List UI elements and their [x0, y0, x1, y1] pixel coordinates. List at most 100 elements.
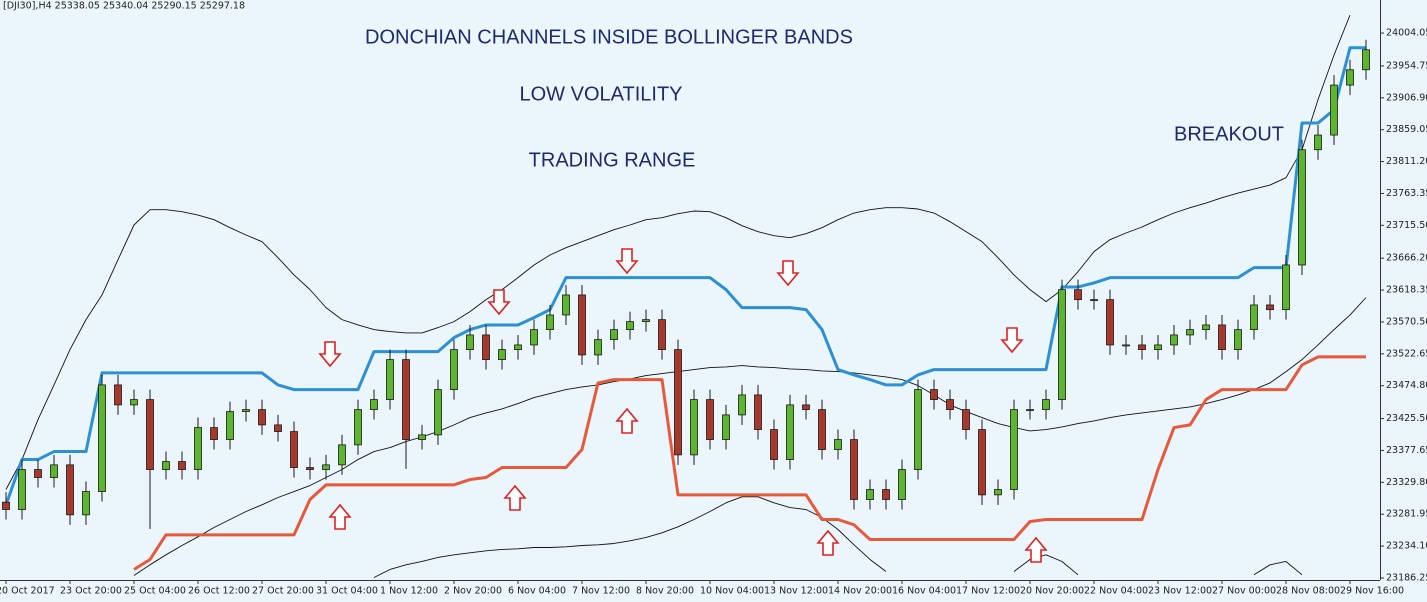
- candle-body: [130, 399, 138, 406]
- candle-body: [882, 489, 890, 500]
- indicator-line: [133, 297, 1367, 576]
- candle-body: [1298, 149, 1306, 266]
- candle-body: [866, 489, 874, 500]
- x-tick-label: 25 Oct 04:00: [124, 586, 186, 597]
- candle-body: [50, 464, 58, 478]
- candle-body: [1090, 299, 1098, 302]
- candle-body: [402, 359, 410, 440]
- candle-body: [850, 439, 858, 500]
- candle-body: [1170, 334, 1178, 346]
- candle-body: [914, 389, 922, 470]
- y-tick-label: 23618.35: [1386, 285, 1427, 296]
- candle-body: [930, 389, 938, 400]
- candle-body: [578, 294, 586, 356]
- x-tick-label: 13 Nov 12:00: [764, 586, 828, 597]
- candle-body: [306, 467, 314, 470]
- x-tick-label: 10 Nov 04:00: [700, 586, 764, 597]
- candle-body: [1266, 304, 1274, 311]
- candle-body: [898, 469, 906, 500]
- candle-body: [626, 321, 634, 331]
- candle-body: [1202, 324, 1210, 331]
- candle-body: [802, 404, 810, 410]
- candle-body: [1026, 409, 1034, 411]
- arrows: [318, 248, 1048, 563]
- indicator-line: [5, 14, 1351, 490]
- candle-body: [242, 409, 250, 412]
- up-arrow: [615, 407, 639, 434]
- candle-body: [114, 384, 122, 406]
- x-tick-label: 17 Nov 12:00: [956, 586, 1020, 597]
- x-tick-label: 26 Oct 12:00: [188, 586, 250, 597]
- y-tick-label: 23234.10: [1386, 541, 1427, 552]
- candle-body: [642, 319, 650, 323]
- x-tick-label: 28 Nov 08:00: [1276, 586, 1340, 597]
- y-tick-label: 23666.20: [1386, 253, 1427, 264]
- down-arrow: [776, 260, 800, 287]
- candle-body: [146, 399, 154, 470]
- candle-body: [354, 409, 362, 446]
- indicator-line: [373, 496, 1303, 578]
- y-tick-label: 23570.50: [1386, 316, 1427, 327]
- candle-body: [994, 489, 1002, 496]
- candle-body: [1154, 344, 1162, 350]
- y-tick-label: 23329.80: [1386, 477, 1427, 488]
- x-tick-label: 14 Nov 20:00: [828, 586, 892, 597]
- candle-body: [722, 414, 730, 440]
- candle-body: [2, 501, 10, 510]
- y-tick-label: 23474.80: [1386, 380, 1427, 391]
- symbol-header: [DJI30],H4 25338.05 25340.04 25290.15 25…: [3, 1, 245, 12]
- candle-body: [818, 409, 826, 450]
- candle-body: [82, 491, 90, 516]
- x-tick-label: 23 Nov 12:00: [1148, 586, 1212, 597]
- candle-body: [18, 469, 26, 510]
- y-tick-label: 23715.50: [1386, 220, 1427, 231]
- down-arrow: [318, 341, 342, 368]
- candle-body: [322, 464, 330, 470]
- annotation: BREAKOUT: [1174, 123, 1284, 145]
- candle-body: [658, 319, 666, 350]
- candle-body: [338, 444, 346, 466]
- candle-body: [210, 427, 218, 440]
- down-arrow: [487, 289, 511, 316]
- candle-body: [978, 429, 986, 496]
- candle-body: [66, 464, 74, 516]
- y-tick-label: 24004.05: [1386, 28, 1427, 39]
- down-arrow: [1000, 327, 1024, 354]
- x-tick-label: 20 Oct 2017: [0, 586, 55, 597]
- indicator-line: [133, 355, 1366, 571]
- down-arrow: [615, 248, 639, 275]
- candle-body: [690, 399, 698, 456]
- candle-body: [1218, 324, 1226, 350]
- candle-body: [290, 431, 298, 468]
- candle-body: [1282, 264, 1290, 311]
- candle-body: [562, 294, 570, 316]
- y-tick-label: 23954.75: [1386, 60, 1427, 71]
- x-tick-label: 29 Nov 16:00: [1340, 586, 1404, 597]
- annotation: LOW VOLATILITY: [520, 83, 683, 105]
- y-tick-label: 23281.95: [1386, 509, 1427, 520]
- candle-body: [466, 334, 474, 350]
- candle-body: [162, 461, 170, 470]
- candle-body: [738, 394, 746, 416]
- candle-body: [610, 329, 618, 341]
- candle-body: [1314, 134, 1322, 151]
- x-tick-label: 7 Nov 12:00: [572, 586, 630, 597]
- y-tick-label: 23859.05: [1386, 124, 1427, 135]
- candle-body: [498, 349, 506, 360]
- candle-body: [1234, 329, 1242, 350]
- candle-body: [1362, 49, 1370, 71]
- x-tick-label: 8 Nov 20:00: [636, 586, 694, 597]
- candle-body: [706, 399, 714, 440]
- candle-body: [370, 399, 378, 410]
- y-tick-label: 23186.25: [1386, 572, 1427, 583]
- x-tick-label: 23 Oct 20:00: [60, 586, 122, 597]
- x-tick-label: 2 Nov 20:00: [444, 586, 502, 597]
- candle-body: [514, 344, 522, 350]
- plot-area: [2, 14, 1370, 578]
- candle-body: [194, 427, 202, 470]
- candle-body: [770, 429, 778, 460]
- candle-body: [674, 349, 682, 456]
- candle-body: [786, 404, 794, 460]
